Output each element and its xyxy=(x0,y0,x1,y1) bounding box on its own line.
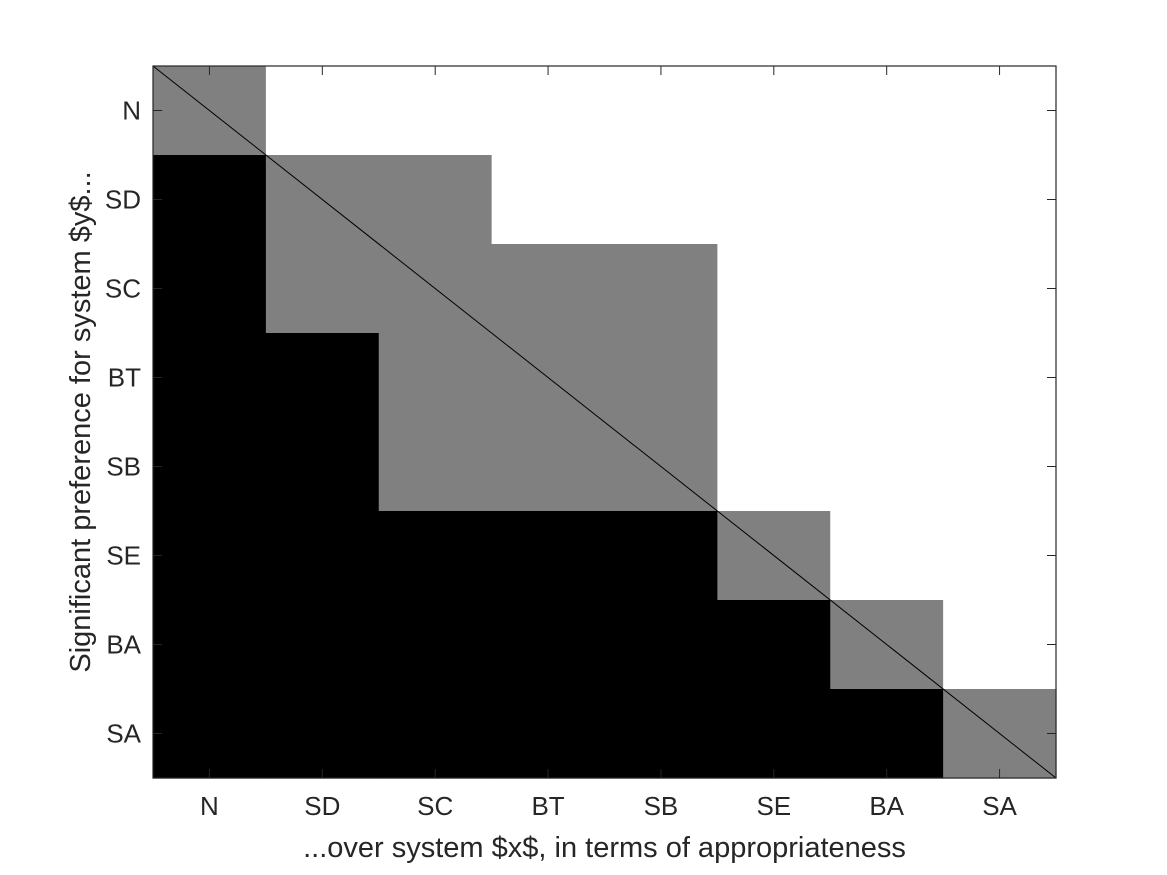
heatmap-cell xyxy=(378,511,493,601)
x-axis-label: ...over system $x$, in terms of appropri… xyxy=(303,832,906,864)
plot-frame xyxy=(152,65,1057,779)
x-tick-label: SA xyxy=(982,791,1017,821)
heatmap-cell xyxy=(265,600,380,690)
heatmap-cell xyxy=(943,155,1057,245)
heatmap-cell xyxy=(153,333,267,423)
y-tick-labels: N SD SC BT SB SE BA SA xyxy=(105,96,142,749)
y-tick-label: N xyxy=(122,96,141,126)
heatmap-cell xyxy=(717,422,831,512)
heatmap-cell xyxy=(265,333,380,423)
y-tick-label: BT xyxy=(108,363,141,393)
heatmap-cell xyxy=(943,511,1057,601)
heatmap-cell xyxy=(943,422,1057,512)
heatmap-cell xyxy=(604,511,718,601)
heatmap-cell xyxy=(491,66,606,156)
heatmap-cell xyxy=(153,422,267,512)
heatmap-cell xyxy=(153,600,267,690)
heatmap-cell xyxy=(153,244,267,334)
x-tick-label: BA xyxy=(869,791,904,821)
heatmap-cell xyxy=(378,66,493,156)
y-tick-label: SC xyxy=(105,274,141,304)
heatmap-cell xyxy=(378,422,493,512)
heatmap-cell xyxy=(491,511,606,601)
x-tick-label: SC xyxy=(417,791,453,821)
heatmap-cell xyxy=(604,333,718,423)
y-tick-label: SA xyxy=(106,719,141,749)
heatmap-cell xyxy=(830,422,944,512)
heatmap-cell xyxy=(604,66,718,156)
heatmap-cell xyxy=(830,244,944,334)
x-tick-label: SB xyxy=(644,791,679,821)
heatmap-cell xyxy=(717,333,831,423)
x-tick-labels: N SD SC BT SB SE BA SA xyxy=(200,791,1018,821)
heatmap-cell xyxy=(491,244,606,334)
heatmap-cell xyxy=(265,689,380,779)
heatmap-cell xyxy=(491,422,606,512)
y-axis-label: Significant preference for system $y$... xyxy=(65,171,97,672)
heatmap-cell xyxy=(717,600,831,690)
heatmap-cell xyxy=(604,689,718,779)
heatmap-cell xyxy=(830,155,944,245)
heatmap-cell xyxy=(491,600,606,690)
heatmap-cell xyxy=(265,244,380,334)
heatmap-cell xyxy=(717,244,831,334)
heatmap-cell xyxy=(943,66,1057,156)
heatmap-cell xyxy=(717,66,831,156)
heatmap-cell xyxy=(830,689,944,779)
heatmap-cell xyxy=(943,333,1057,423)
x-tick-label: SD xyxy=(304,791,340,821)
x-tick-label: SE xyxy=(756,791,791,821)
heatmap-cell xyxy=(491,155,606,245)
heatmap-cell xyxy=(943,600,1057,690)
heatmap-cell xyxy=(378,600,493,690)
heatmap-cell xyxy=(717,689,831,779)
heatmap-cell xyxy=(604,244,718,334)
heatmap-cell xyxy=(491,689,606,779)
heatmap-cell xyxy=(265,511,380,601)
heatmap-cell xyxy=(378,689,493,779)
heatmap-cell xyxy=(830,511,944,601)
heatmap-cell xyxy=(153,689,267,779)
heatmap-cell xyxy=(153,155,267,245)
heatmap-cell xyxy=(604,155,718,245)
axis-ticks xyxy=(153,66,1056,778)
heatmap-cell xyxy=(378,155,493,245)
diagonal-line xyxy=(152,65,1057,779)
y-tick-label: SB xyxy=(106,452,141,482)
y-tick-label: SE xyxy=(106,541,141,571)
heatmap-cell xyxy=(943,244,1057,334)
heatmap-cell xyxy=(265,422,380,512)
heatmap-cell xyxy=(717,155,831,245)
heatmap-cell xyxy=(265,66,380,156)
heatmap-cell xyxy=(153,511,267,601)
heatmap-cell xyxy=(604,600,718,690)
x-tick-label: BT xyxy=(531,791,564,821)
heatmap-cell xyxy=(378,333,493,423)
y-tick-label: BA xyxy=(106,630,141,660)
heatmap-cell xyxy=(830,333,944,423)
x-tick-label: N xyxy=(200,791,219,821)
heatmap-cell xyxy=(830,66,944,156)
y-tick-label: SD xyxy=(105,185,141,215)
